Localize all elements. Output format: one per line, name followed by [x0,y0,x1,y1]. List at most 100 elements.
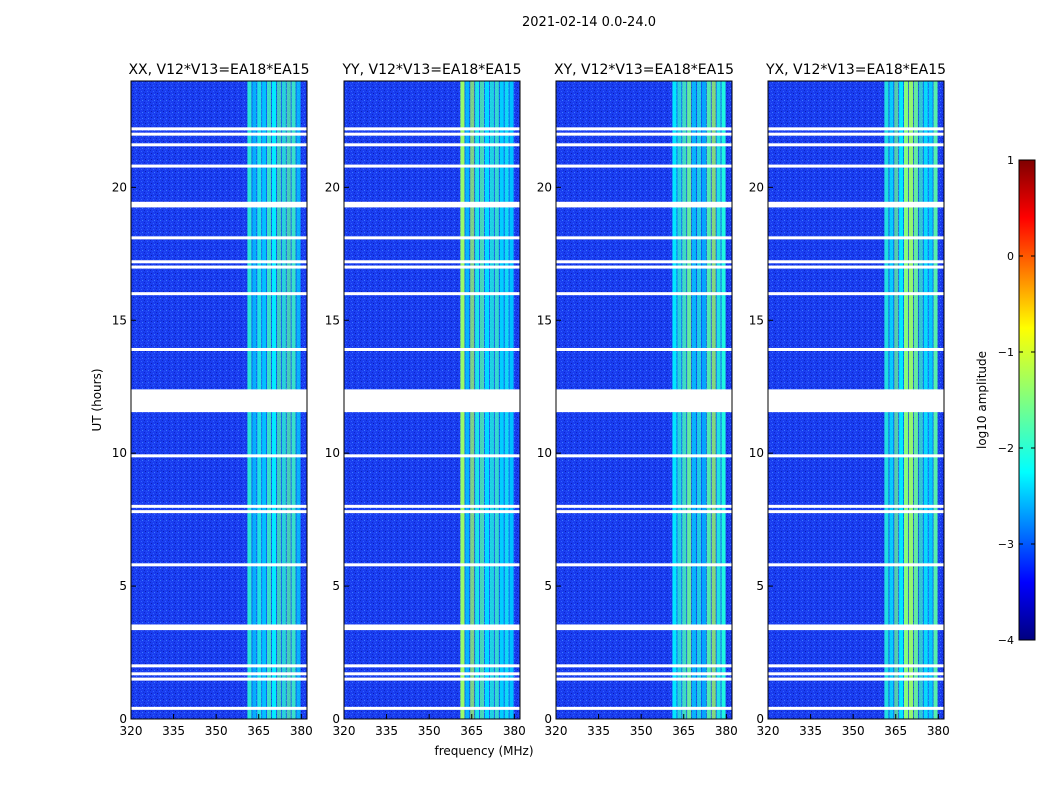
flagged-row [556,127,732,131]
panel-frame [555,80,733,720]
y-tick-label: 15 [537,313,552,327]
y-tick-label: 5 [332,579,340,593]
flagged-row [768,454,944,458]
flagged-row [768,563,944,567]
data-gap [768,389,944,411]
flagged-row [556,292,732,296]
flagged-row [344,672,520,676]
flagged-row [556,236,732,240]
y-tick-label: 10 [537,446,552,460]
x-tick-label: 320 [120,724,143,738]
y-tick-label: 10 [112,446,127,460]
flagged-row [131,627,307,631]
x-tick-label: 380 [927,724,950,738]
panel-frame [343,80,521,720]
x-tick-label: 365 [247,724,270,738]
flagged-row [768,510,944,514]
flagged-row [344,504,520,508]
panel-yy: YY, V12*V13=EA18*EA15 320 335 350 365 380 0 5 10… [325,62,526,738]
flagged-row [344,677,520,681]
flagged-row [556,143,732,147]
flagged-row [768,624,944,628]
flagged-row [556,664,732,668]
flagged-row [768,164,944,168]
flagged-row [344,236,520,240]
flagged-row [131,132,307,136]
flagged-row [344,143,520,147]
y-tick-label: 0 [544,712,552,726]
flagged-row [344,510,520,514]
x-tick-label: 335 [799,724,822,738]
colorbar-label: log10 amplitude [975,351,989,449]
panel-title: YX, V12*V13=EA18*EA15 [765,62,946,78]
colorbar-tick-label: −2 [998,442,1014,455]
flagged-row [131,265,307,269]
flagged-row [768,127,944,131]
flagged-row [556,347,732,351]
flagged-row [131,624,307,628]
data-gap [344,389,520,411]
flagged-row [768,504,944,508]
panel-frame [130,80,308,720]
flagged-row [344,292,520,296]
flagged-row [768,664,944,668]
figure-title: 2021-02-14 0.0-24.0 [522,15,656,30]
flagged-row [768,672,944,676]
flagged-row [556,454,732,458]
flagged-row [344,132,520,136]
y-tick-label: 5 [756,579,764,593]
flagged-row [131,204,307,208]
flagged-row [131,563,307,567]
flagged-row [344,454,520,458]
y-tick-label: 15 [749,313,764,327]
y-tick-label: 15 [112,313,127,327]
x-tick-label: 350 [205,724,228,738]
flagged-row [344,164,520,168]
flagged-row [131,127,307,131]
flagged-row [768,260,944,264]
colorbar-tick-label: −1 [998,346,1014,359]
flagged-row [344,627,520,631]
flagged-row [131,164,307,168]
y-axis-label: UT (hours) [90,368,104,431]
colorbar: 1 0 −1 −2 −3 −4 log10 amplitude [975,154,1036,647]
colorbar-tick-label: −3 [998,538,1014,551]
flagged-row [768,201,944,205]
y-tick-label: 15 [325,313,340,327]
flagged-row [131,347,307,351]
y-tick-label: 5 [544,579,552,593]
flagged-row [556,563,732,567]
x-tick-label: 350 [418,724,441,738]
panel-title: XY, V12*V13=EA18*EA15 [554,62,734,78]
x-tick-label: 365 [672,724,695,738]
flagged-row [344,127,520,131]
flagged-row [556,627,732,631]
x-tick-label: 320 [545,724,568,738]
x-tick-label: 335 [375,724,398,738]
y-tick-label: 5 [119,579,127,593]
data-gap [556,389,732,411]
x-tick-label: 320 [757,724,780,738]
flagged-row [344,664,520,668]
y-tick-label: 20 [749,180,764,194]
x-tick-label: 380 [715,724,738,738]
data-gap [131,389,307,411]
y-tick-label: 20 [112,180,127,194]
flagged-row [556,677,732,681]
x-tick-label: 365 [460,724,483,738]
flagged-row [768,627,944,631]
y-tick-label: 0 [332,712,340,726]
flagged-row [768,347,944,351]
flagged-row [131,143,307,147]
panel-xx: XX, V12*V13=EA18*EA15 320 335 350 365 380 0 5 10… [112,62,313,738]
flagged-row [556,204,732,208]
y-tick-label: 20 [537,180,552,194]
y-tick-label: 0 [756,712,764,726]
x-tick-label: 335 [587,724,610,738]
flagged-row [556,260,732,264]
flagged-row [556,510,732,514]
y-tick-label: 10 [749,446,764,460]
x-tick-label: 380 [290,724,313,738]
flagged-row [131,504,307,508]
